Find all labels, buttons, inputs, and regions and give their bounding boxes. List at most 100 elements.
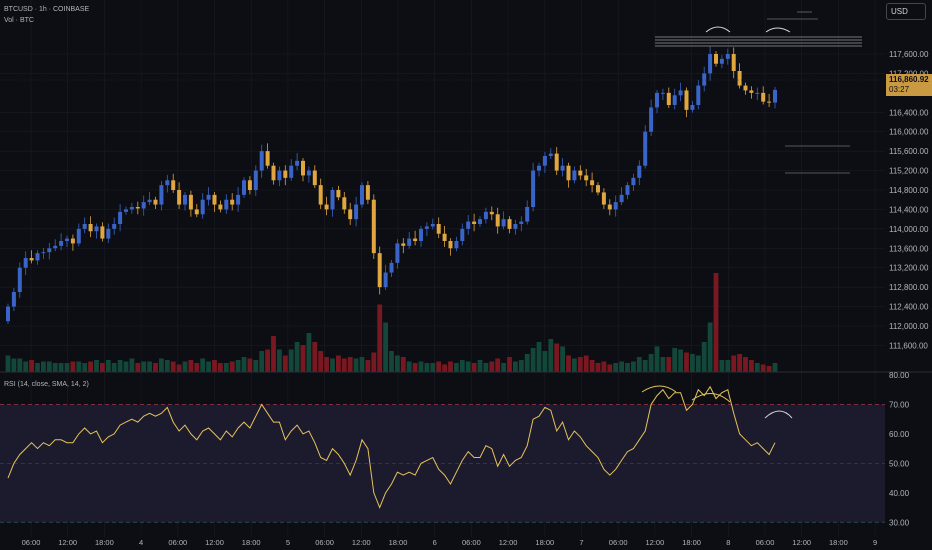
candle-body	[265, 151, 270, 166]
candle-body	[383, 272, 388, 288]
candle-body	[655, 92, 659, 108]
time-tick: 06:00	[462, 538, 481, 547]
volume-bar	[412, 363, 418, 372]
volume-bar	[625, 363, 630, 372]
volume-bar	[719, 360, 725, 372]
candle-body	[242, 180, 246, 195]
price-tick: 116,000.00	[889, 128, 929, 137]
volume-bar	[259, 351, 265, 372]
candle-body	[613, 202, 618, 210]
candle-body	[224, 199, 229, 210]
time-tick: 12:00	[58, 538, 77, 547]
candle-body	[566, 165, 571, 181]
rsi-title[interactable]: RSI (14, close, SMA, 14, 2)	[4, 381, 89, 388]
rsi-tick: 40.00	[889, 489, 910, 498]
candle-body	[35, 253, 40, 261]
candle-body	[47, 248, 52, 253]
volume-bar	[353, 358, 359, 372]
candle-body	[649, 107, 654, 132]
candle-body	[743, 85, 748, 91]
candle-body	[100, 226, 105, 239]
volume-bar	[772, 363, 778, 372]
volume-bar	[288, 349, 294, 372]
volume-bar	[147, 361, 152, 372]
volume-bar	[265, 349, 270, 372]
arc-2[interactable]	[765, 27, 791, 33]
volume-bar	[577, 357, 583, 372]
volume-bar	[572, 358, 577, 372]
candle-body	[312, 170, 317, 186]
candle-body	[59, 241, 64, 246]
candle-body	[430, 224, 435, 227]
volume-bar	[601, 361, 607, 372]
volume-bar	[400, 357, 406, 372]
volume-bar	[660, 357, 666, 372]
candle-body	[572, 170, 577, 181]
candle-body	[188, 194, 193, 210]
rsi-arc-2[interactable]	[691, 393, 731, 403]
candle-body	[448, 241, 453, 249]
price-axis[interactable]: 117,600.00 117,200.00 116,400.00 116,000.00…	[889, 50, 929, 350]
volume-bar	[648, 354, 654, 372]
volume-bar	[153, 363, 158, 372]
volume-bar	[188, 360, 194, 372]
volume-bar	[766, 366, 772, 372]
candle-body	[413, 238, 418, 241]
candle-body	[531, 170, 536, 207]
time-tick: 18:00	[242, 538, 261, 547]
price-tick: 113,200.00	[889, 264, 929, 273]
symbol-title[interactable]: BTCUSD · 1h · COINBASE	[4, 6, 90, 13]
volume-bar	[82, 363, 88, 372]
candle-body	[360, 185, 364, 205]
volume-bar	[654, 346, 660, 372]
volume-bar	[471, 363, 477, 372]
candle-body	[11, 292, 16, 307]
rsi-arc-1[interactable]	[641, 385, 677, 393]
volume-bar	[64, 363, 70, 372]
candle-body	[354, 204, 359, 220]
volume-bar	[164, 360, 170, 372]
candle-body	[342, 197, 347, 210]
candle-body	[407, 238, 412, 246]
volume-bar	[678, 349, 683, 372]
volume-bar	[58, 363, 64, 372]
time-tick: 12:00	[205, 538, 224, 547]
candle-body	[29, 258, 34, 261]
candle-body	[666, 92, 671, 105]
volume-bar	[318, 351, 324, 372]
volume-bar	[684, 352, 689, 372]
volume-bar	[94, 360, 99, 372]
volume-bar	[29, 360, 34, 372]
candle-body	[442, 233, 447, 241]
volume-bar	[389, 351, 394, 372]
time-axis[interactable]: 06:00 12:00 18:00 4 06:00 12:00 18:00 5 06:00 12:…	[22, 538, 878, 547]
volume-bar	[282, 355, 288, 372]
volume-bar	[11, 358, 17, 372]
volume-bar	[70, 361, 76, 372]
candle-body	[124, 209, 128, 212]
volume-bar	[371, 352, 377, 372]
candle-body	[601, 192, 606, 205]
volume-bar	[117, 360, 123, 372]
rsi-axis[interactable]: 80.00 70.00 60.00 50.00 40.00 30.00	[889, 371, 910, 527]
volume-title[interactable]: Vol · BTC	[4, 17, 34, 24]
candle-body	[619, 194, 624, 203]
currency-button[interactable]: USD	[886, 3, 926, 20]
volume-bar	[395, 355, 400, 372]
volume-bar	[100, 363, 105, 372]
candle-body	[112, 224, 117, 229]
price-tick: 111,600.00	[889, 341, 928, 350]
volume-bar	[430, 363, 436, 372]
candle-body	[165, 180, 170, 186]
volume-bar	[123, 361, 129, 372]
arc-1[interactable]	[705, 26, 731, 33]
time-tick: 06:00	[168, 538, 187, 547]
volume-bar	[524, 354, 530, 372]
volume-bar	[530, 348, 536, 372]
user-drawings[interactable]	[641, 11, 862, 419]
candle-body	[424, 226, 429, 229]
rsi-tick: 60.00	[889, 430, 910, 439]
rsi-arc-3[interactable]	[764, 410, 793, 419]
candle-body	[625, 185, 630, 195]
